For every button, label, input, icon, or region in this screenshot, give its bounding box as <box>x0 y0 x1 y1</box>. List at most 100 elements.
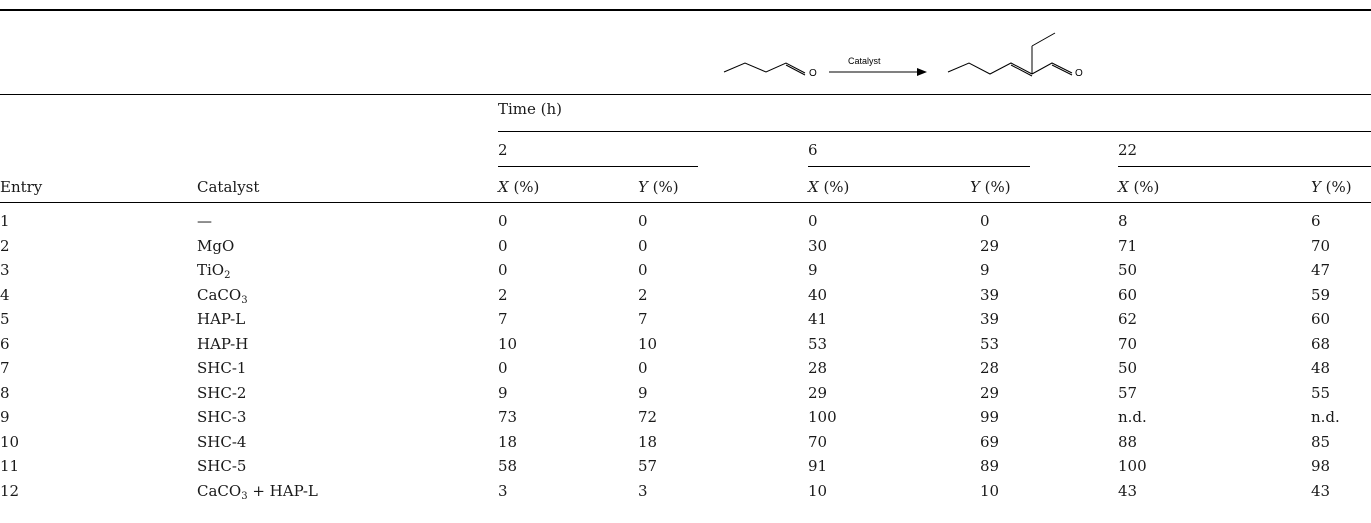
time-2-rule <box>498 166 698 167</box>
conversion-22h-cell: 60 <box>1118 286 1138 304</box>
yield-6h-cell: 9 <box>980 261 990 279</box>
yield-22h-cell: 6 <box>1311 212 1321 230</box>
yield-2h-cell: 0 <box>638 237 648 255</box>
yield-6h-cell: 0 <box>980 212 990 230</box>
yield-22h-cell: 68 <box>1311 335 1331 353</box>
yield-2h-cell: 10 <box>638 335 658 353</box>
conversion-22h-cell: 62 <box>1118 310 1138 328</box>
catalyst-name: SHC-3 <box>197 408 247 426</box>
conversion-header-6h: X (%) <box>808 178 850 196</box>
conversion-6h-cell: 28 <box>808 359 828 377</box>
yield-2h-cell: 0 <box>638 261 648 279</box>
time-rule <box>498 131 1371 132</box>
entry-cell: 3 <box>0 261 10 279</box>
catalyst-name: SHC-5 <box>197 457 247 475</box>
catalyst-cell: CaCO3 <box>197 286 248 306</box>
reaction-scheme: O Catalyst O <box>723 32 1083 79</box>
yield-6h-cell: 99 <box>980 408 1000 426</box>
conversion-6h-cell: 100 <box>808 408 837 426</box>
yield-2h-cell: 0 <box>638 359 648 377</box>
catalyst-header: Catalyst <box>197 178 260 196</box>
conversion-6h-cell: 53 <box>808 335 828 353</box>
product-oxygen-label: O <box>1075 68 1083 79</box>
conversion-header-2h: X (%) <box>498 178 540 196</box>
yield-2h-cell: 7 <box>638 310 648 328</box>
arrow-head <box>917 68 927 76</box>
catalyst-name: CaCO <box>197 286 242 304</box>
entry-cell: 10 <box>0 433 20 451</box>
conversion-22h-cell: 70 <box>1118 335 1138 353</box>
time-22-rule <box>1118 166 1371 167</box>
yield-6h-cell: 28 <box>980 359 1000 377</box>
catalyst-name: HAP-L <box>197 310 246 328</box>
conversion-6h-cell: 10 <box>808 482 828 500</box>
yield-2h-cell: 0 <box>638 212 648 230</box>
time-2-header: 2 <box>498 141 508 159</box>
catalyst-suffix: + HAP-L <box>247 482 318 500</box>
catalyst-name: MgO <box>197 237 235 255</box>
conversion-6h-cell: 91 <box>808 457 828 475</box>
conversion-22h-cell: 71 <box>1118 237 1138 255</box>
yield-6h-cell: 53 <box>980 335 1000 353</box>
catalyst-cell: SHC-2 <box>197 384 246 402</box>
conversion-header-22h: X (%) <box>1118 178 1160 196</box>
catalyst-name: SHC-1 <box>197 359 247 377</box>
entry-cell: 9 <box>0 408 10 426</box>
catalyst-subscript: 3 <box>241 491 248 502</box>
conversion-6h-cell: 40 <box>808 286 828 304</box>
butanal-structure <box>723 62 806 74</box>
conversion-2h-cell: 73 <box>498 408 518 426</box>
entry-header: Entry <box>0 178 43 196</box>
catalyst-name: SHC-4 <box>197 433 247 451</box>
catalyst-name: CaCO <box>197 482 242 500</box>
entry-cell: 11 <box>0 457 20 475</box>
yield-22h-cell: 98 <box>1311 457 1331 475</box>
yield-22h-cell: 59 <box>1311 286 1331 304</box>
yield-6h-cell: 39 <box>980 286 1000 304</box>
top-rule <box>0 9 1371 11</box>
yield-2h-cell: 72 <box>638 408 658 426</box>
entry-cell: 12 <box>0 482 20 500</box>
catalyst-cell: SHC-4 <box>197 433 246 451</box>
conversion-22h-cell: 57 <box>1118 384 1138 402</box>
conversion-6h-cell: 0 <box>808 212 818 230</box>
entry-cell: 2 <box>0 237 10 255</box>
conversion-6h-cell: 9 <box>808 261 818 279</box>
conversion-2h-cell: 58 <box>498 457 518 475</box>
entry-cell: 5 <box>0 310 10 328</box>
yield-6h-cell: 39 <box>980 310 1000 328</box>
conversion-2h-cell: 9 <box>498 384 508 402</box>
conversion-2h-cell: 18 <box>498 433 518 451</box>
catalyst-cell: HAP-H <box>197 335 248 353</box>
yield-2h-cell: 3 <box>638 482 648 500</box>
conversion-22h-cell: 50 <box>1118 359 1138 377</box>
conversion-6h-cell: 29 <box>808 384 828 402</box>
yield-22h-cell: 48 <box>1311 359 1331 377</box>
yield-22h-cell: 60 <box>1311 310 1331 328</box>
yield-22h-cell: 55 <box>1311 384 1331 402</box>
conversion-6h-cell: 70 <box>808 433 828 451</box>
yield-6h-cell: 10 <box>980 482 1000 500</box>
butanal-oxygen-label: O <box>809 68 817 79</box>
header-rule <box>0 202 1371 203</box>
time-22-header: 22 <box>1118 141 1138 159</box>
catalyst-cell: TiO2 <box>197 261 231 281</box>
entry-cell: 4 <box>0 286 10 304</box>
catalyst-cell: MgO <box>197 237 234 255</box>
catalyst-cell: SHC-1 <box>197 359 246 377</box>
conversion-2h-cell: 3 <box>498 482 508 500</box>
conversion-2h-cell: 2 <box>498 286 508 304</box>
yield-6h-cell: 29 <box>980 237 1000 255</box>
scheme-rule <box>0 94 1371 95</box>
catalyst-subscript: 3 <box>241 295 248 306</box>
catalyst-cell: CaCO3 + HAP-L <box>197 482 318 502</box>
conversion-22h-cell: n.d. <box>1118 408 1147 426</box>
entry-cell: 7 <box>0 359 10 377</box>
catalyst-cell: SHC-5 <box>197 457 246 475</box>
time-6-rule <box>808 166 1030 167</box>
arrow-catalyst-label: Catalyst <box>848 56 881 66</box>
yield-6h-cell: 89 <box>980 457 1000 475</box>
time-6-header: 6 <box>808 141 818 159</box>
conversion-22h-cell: 8 <box>1118 212 1128 230</box>
catalyst-subscript: 2 <box>224 270 231 281</box>
